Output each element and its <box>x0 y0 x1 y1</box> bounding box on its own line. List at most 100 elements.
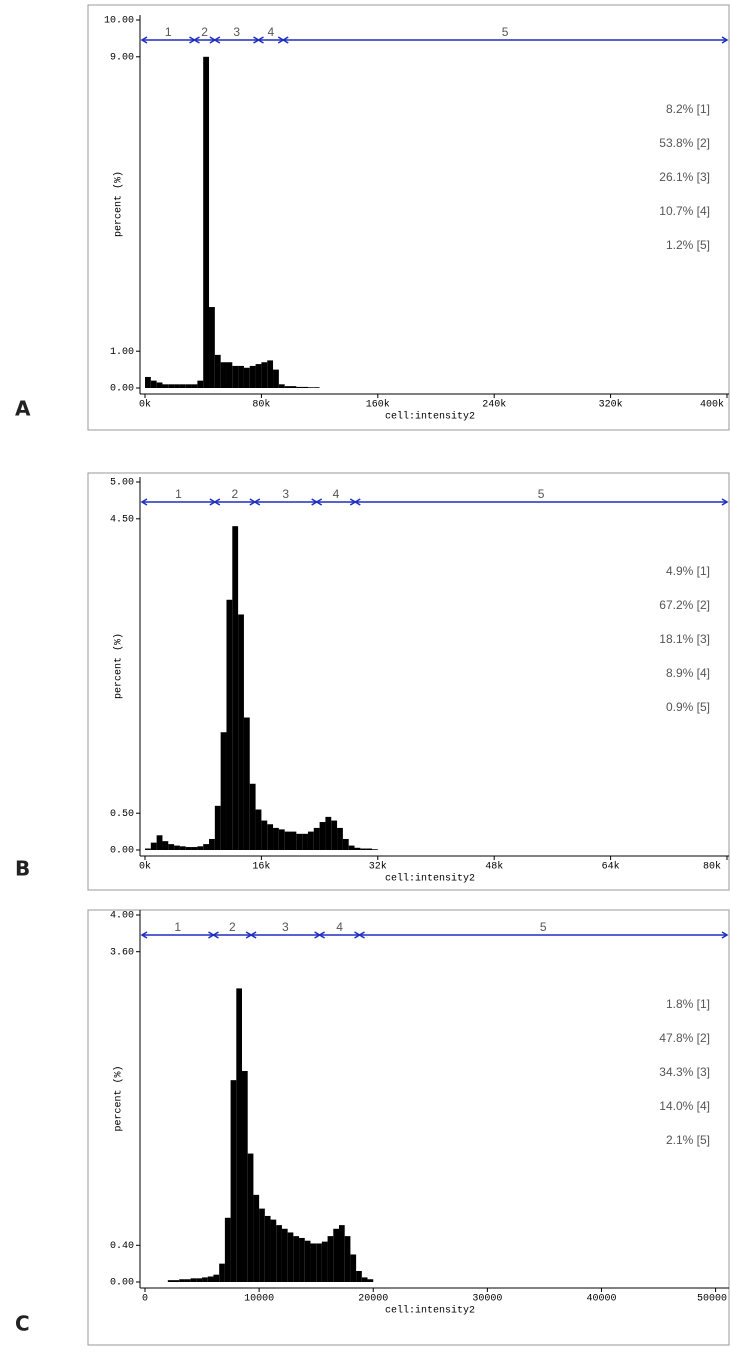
panel-label: B <box>15 857 30 881</box>
bar <box>156 835 163 850</box>
gate-arrowhead <box>213 36 221 44</box>
gate-label: 4 <box>268 25 275 39</box>
x-tick-label: 64k <box>602 861 620 873</box>
bar <box>196 1278 203 1282</box>
gate-label: 2 <box>232 487 239 501</box>
bar <box>302 386 308 388</box>
gate-arrowhead <box>140 498 148 506</box>
bar <box>366 848 372 850</box>
y-tick-label: 4.50 <box>110 514 134 525</box>
bar <box>150 842 157 850</box>
frame <box>87 4 730 431</box>
gate-percent: 1.2% [5] <box>666 238 710 252</box>
bar <box>361 1277 368 1282</box>
bar <box>284 386 291 388</box>
gate-label: 3 <box>282 920 289 934</box>
bar <box>214 354 221 388</box>
bar <box>238 365 244 388</box>
bar <box>207 1276 214 1282</box>
bar <box>267 824 274 850</box>
gate-label: 4 <box>336 920 343 934</box>
bar <box>168 384 175 388</box>
bar <box>238 614 244 850</box>
bar <box>290 386 297 388</box>
gate-percent: 1.8% [1] <box>666 997 710 1011</box>
bar <box>226 362 233 388</box>
x-tick-label: 40000 <box>586 1294 616 1305</box>
bar <box>202 1277 208 1282</box>
gate-label: 5 <box>538 487 545 501</box>
gate-percent: 2.1% [5] <box>666 1133 710 1147</box>
gate-label: 1 <box>174 920 181 934</box>
gate-percent: 14.0% [4] <box>659 1099 710 1113</box>
gate-percent: 4.9% [1] <box>666 564 710 578</box>
y-tick-label: 0.00 <box>110 1278 134 1289</box>
bar <box>191 384 198 388</box>
gate-arrowhead <box>315 498 323 506</box>
bar <box>276 1225 282 1282</box>
bar <box>184 1279 191 1282</box>
bar <box>145 848 151 850</box>
gate-percent: 67.2% [2] <box>659 598 710 612</box>
bar <box>302 833 308 850</box>
frame <box>87 909 730 1346</box>
bar <box>168 844 175 850</box>
bar <box>209 307 215 388</box>
bar <box>150 380 157 388</box>
y-tick-label: 0.50 <box>110 809 134 820</box>
bar <box>191 847 198 850</box>
gate-percent: 0.9% [5] <box>666 700 710 714</box>
y-tick-label: 9.00 <box>110 52 134 63</box>
bar <box>253 1194 260 1282</box>
bar <box>197 380 204 388</box>
bar <box>342 838 349 850</box>
bar <box>319 822 326 850</box>
bar <box>354 847 361 850</box>
bar <box>185 384 192 388</box>
y-tick-label: 0.00 <box>110 846 134 857</box>
bar <box>226 599 233 850</box>
gate-arrowhead <box>281 36 289 44</box>
x-tick-label: 0k <box>139 399 151 411</box>
bar <box>293 1236 300 1282</box>
bar <box>220 362 227 388</box>
bar <box>310 1243 317 1282</box>
bar <box>296 833 303 850</box>
bar <box>307 387 314 388</box>
bar <box>304 1240 311 1282</box>
bar <box>179 846 186 850</box>
bar <box>281 1228 288 1282</box>
bar <box>249 783 256 850</box>
gate-arrowhead <box>140 931 148 939</box>
bar <box>173 1280 180 1282</box>
bar <box>242 1070 248 1282</box>
x-tick-label: 80k <box>703 861 721 873</box>
bar <box>313 827 320 850</box>
y-tick-label: 10.00 <box>104 16 134 27</box>
gate-arrowhead <box>721 36 729 44</box>
y-tick-label: 0.00 <box>110 384 134 395</box>
x-tick-label: 16k <box>252 861 270 873</box>
bar <box>197 846 204 850</box>
bar <box>179 384 186 388</box>
bar <box>296 386 303 388</box>
gate-label: 3 <box>233 25 240 39</box>
gate-arrowhead <box>721 498 729 506</box>
gate-arrowhead <box>721 931 729 939</box>
bar <box>219 1263 225 1282</box>
bar <box>307 831 314 850</box>
bar <box>174 384 180 388</box>
bar <box>203 844 210 850</box>
bar <box>255 364 262 388</box>
bar <box>249 365 256 388</box>
x-tick-label: 10000 <box>244 1294 274 1305</box>
frame <box>87 472 730 891</box>
bar <box>290 831 297 850</box>
gate-percent: 26.1% [3] <box>659 170 710 184</box>
x-tick-label: 30000 <box>472 1294 502 1305</box>
bar <box>284 831 291 850</box>
bar <box>243 717 250 850</box>
panel-label: C <box>15 1312 30 1336</box>
x-tick-label: 20000 <box>358 1294 388 1305</box>
